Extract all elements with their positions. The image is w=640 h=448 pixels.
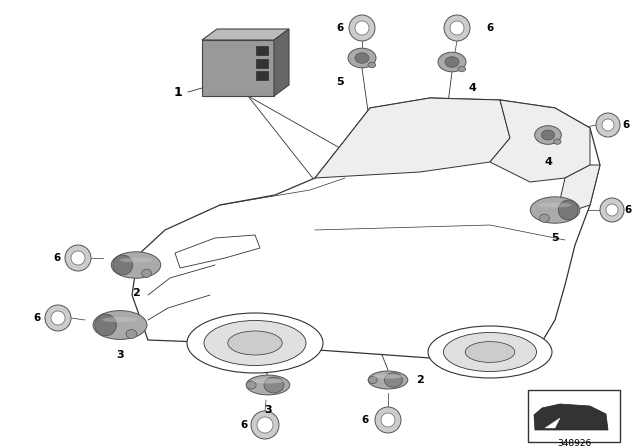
Circle shape [349,15,375,41]
Circle shape [257,417,273,433]
Ellipse shape [126,329,137,339]
Ellipse shape [113,255,132,275]
Ellipse shape [187,313,323,373]
Text: 5: 5 [336,77,344,87]
Polygon shape [560,165,600,210]
Circle shape [355,21,369,35]
Ellipse shape [438,52,466,72]
Text: 6: 6 [53,253,61,263]
Bar [256,46,268,55]
Circle shape [444,15,470,41]
Circle shape [251,411,279,439]
Ellipse shape [355,53,369,63]
Text: 6: 6 [625,205,632,215]
Text: 2: 2 [132,288,140,298]
Text: 6: 6 [486,23,493,33]
Text: 6: 6 [241,420,248,430]
Circle shape [375,407,401,433]
Ellipse shape [111,252,161,278]
Bar [528,390,620,442]
Ellipse shape [368,62,376,68]
Ellipse shape [534,126,561,144]
Text: 2: 2 [416,375,424,385]
Ellipse shape [95,314,116,336]
Ellipse shape [368,371,408,389]
Bar [256,59,268,68]
Circle shape [596,113,620,137]
Text: 4: 4 [544,157,552,167]
Ellipse shape [348,48,376,68]
Ellipse shape [458,66,466,72]
Ellipse shape [246,381,256,389]
Ellipse shape [246,375,290,395]
Ellipse shape [374,374,403,379]
Ellipse shape [558,200,578,220]
Text: 5: 5 [551,233,559,243]
Polygon shape [534,404,608,430]
Circle shape [606,204,618,216]
Ellipse shape [428,326,552,378]
Text: 348926: 348926 [557,439,591,448]
Text: 4: 4 [468,83,476,93]
Ellipse shape [531,197,580,223]
Bar [256,71,268,80]
Polygon shape [202,40,274,96]
Circle shape [51,311,65,325]
Text: 6: 6 [33,313,40,323]
Circle shape [45,305,71,331]
Ellipse shape [540,214,549,222]
Ellipse shape [445,57,459,67]
Ellipse shape [538,202,572,207]
Ellipse shape [541,130,555,140]
Polygon shape [545,418,560,428]
Ellipse shape [368,376,377,383]
Ellipse shape [554,139,561,144]
Polygon shape [132,98,600,358]
Ellipse shape [204,320,306,366]
Ellipse shape [252,379,284,383]
Ellipse shape [93,310,147,340]
Ellipse shape [120,258,152,263]
Polygon shape [490,100,590,182]
Circle shape [381,413,395,427]
Text: 6: 6 [622,120,630,130]
Circle shape [600,198,624,222]
Text: 3: 3 [116,350,124,360]
Ellipse shape [385,373,403,387]
Text: 6: 6 [362,415,369,425]
Ellipse shape [141,269,152,277]
Circle shape [450,21,464,35]
Text: 1: 1 [173,86,182,99]
Polygon shape [274,29,289,96]
Circle shape [65,245,91,271]
Circle shape [602,119,614,131]
Polygon shape [315,98,510,178]
Polygon shape [202,29,289,40]
Text: 6: 6 [337,23,344,33]
Ellipse shape [465,341,515,362]
Circle shape [71,251,85,265]
Ellipse shape [444,332,536,371]
Ellipse shape [264,377,284,393]
Text: 3: 3 [264,405,272,415]
Ellipse shape [102,317,138,322]
Ellipse shape [228,331,282,355]
